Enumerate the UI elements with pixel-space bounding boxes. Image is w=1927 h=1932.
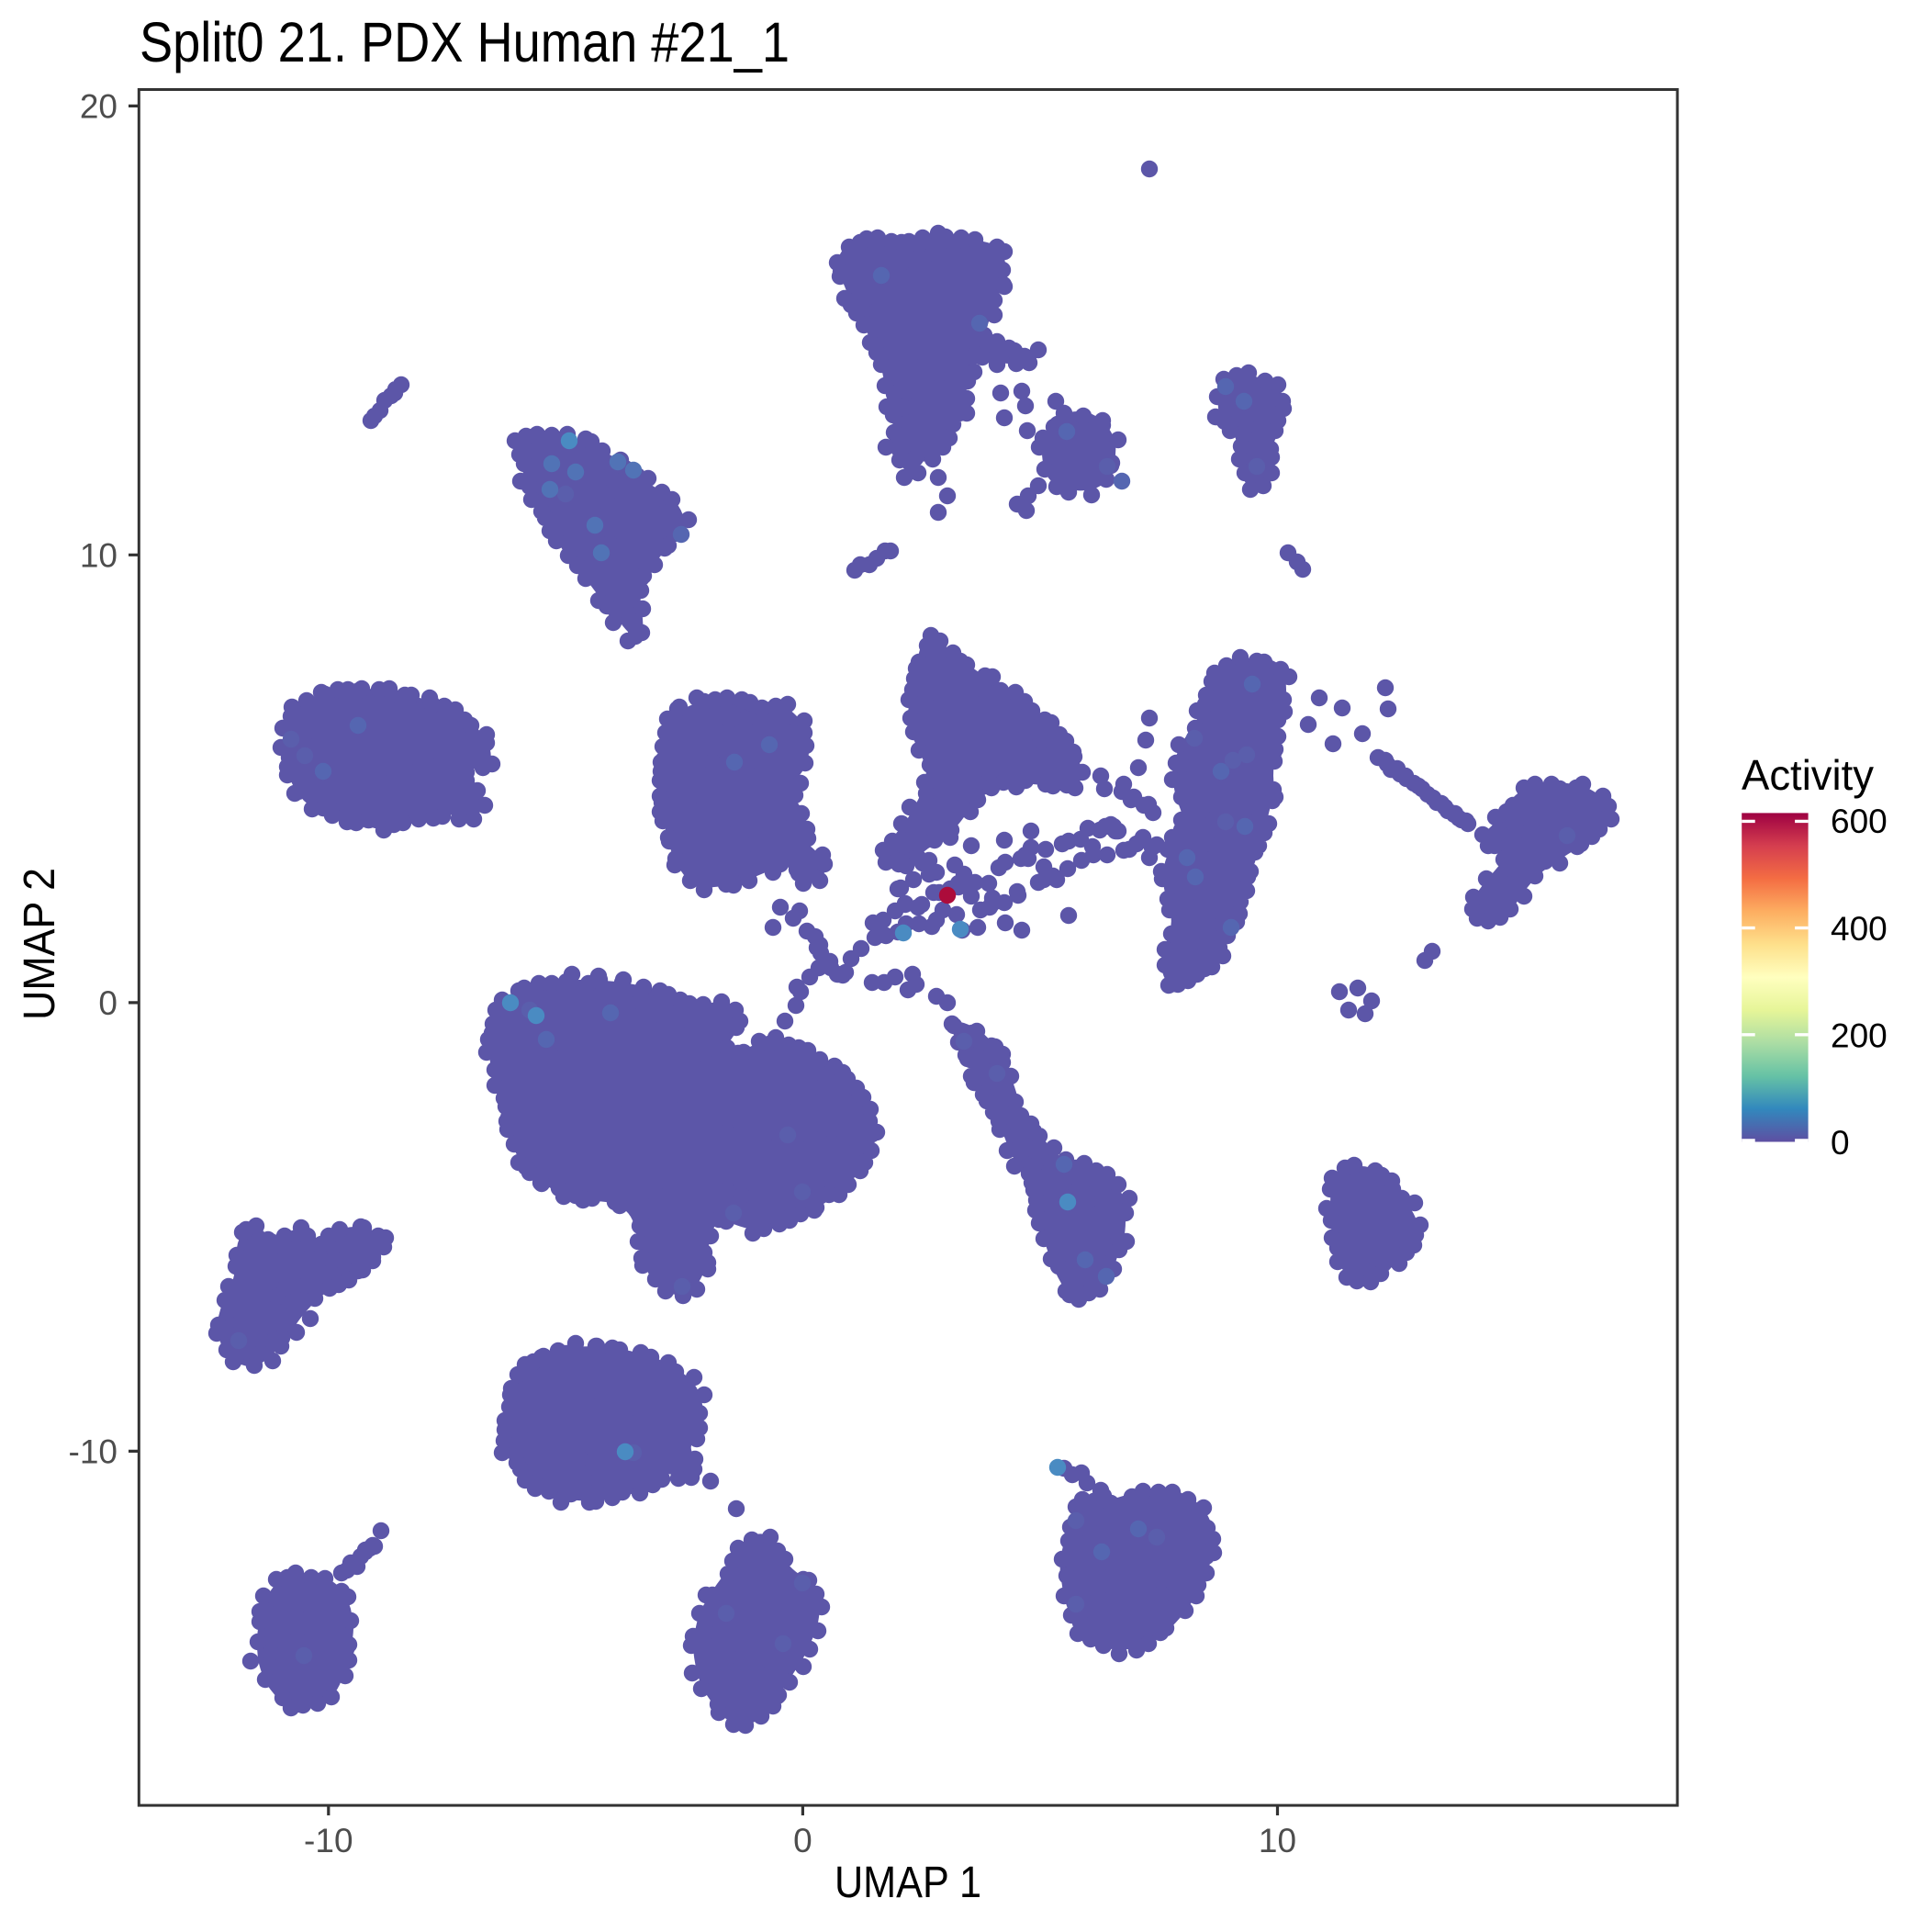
svg-text:0: 0 <box>793 1822 812 1859</box>
svg-text:-10: -10 <box>304 1822 353 1859</box>
svg-text:400: 400 <box>1831 910 1888 948</box>
svg-text:600: 600 <box>1831 803 1888 840</box>
svg-text:Split0 21. PDX Human #21_1: Split0 21. PDX Human #21_1 <box>140 11 790 73</box>
svg-text:20: 20 <box>80 88 118 126</box>
svg-text:10: 10 <box>1259 1822 1296 1859</box>
svg-text:10: 10 <box>80 536 118 574</box>
svg-text:UMAP 1: UMAP 1 <box>835 1859 981 1907</box>
svg-text:-10: -10 <box>69 1433 118 1471</box>
svg-text:0: 0 <box>98 984 118 1022</box>
svg-text:200: 200 <box>1831 1017 1888 1055</box>
svg-text:Activity: Activity <box>1742 751 1874 799</box>
svg-text:0: 0 <box>1831 1124 1850 1162</box>
svg-text:UMAP 2: UMAP 2 <box>16 868 64 1020</box>
